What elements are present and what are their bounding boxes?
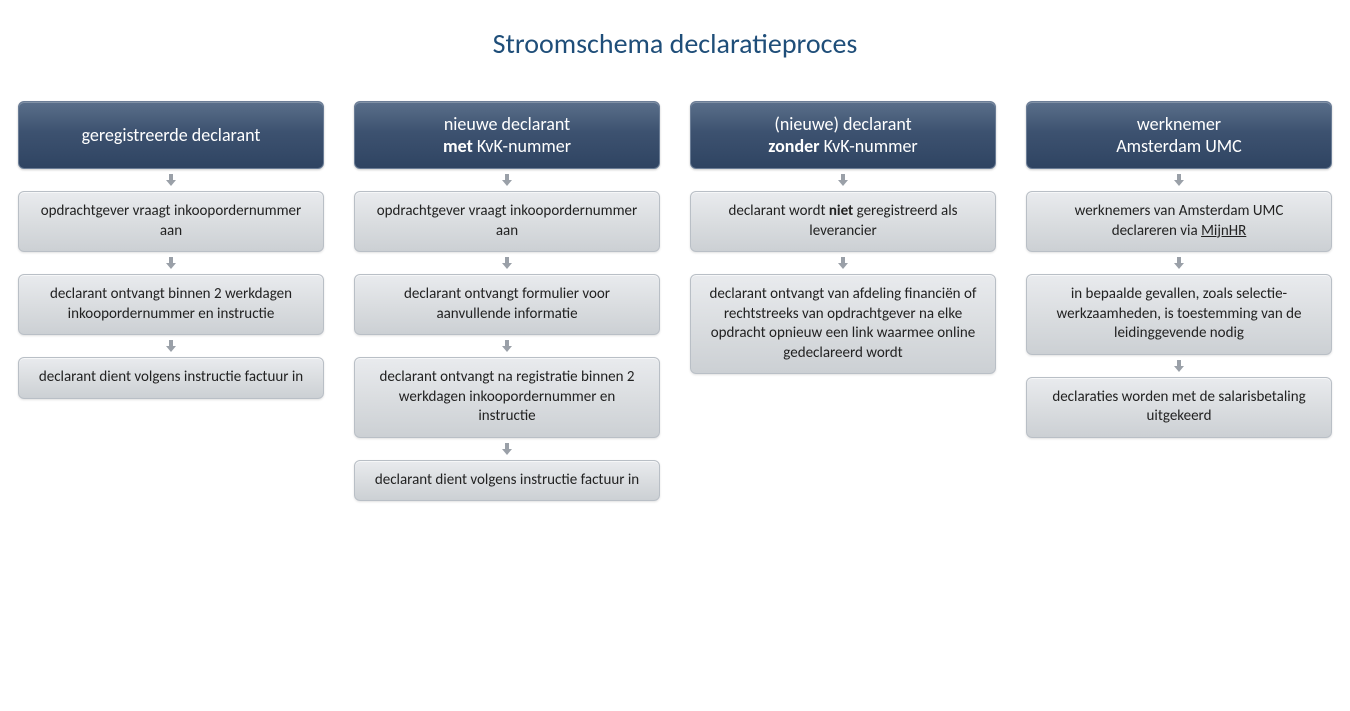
down-arrow-icon bbox=[500, 339, 514, 353]
flow-step: declarant wordt niet geregistreerd als l… bbox=[690, 191, 996, 252]
page-title: Stroomschema declaratieproces bbox=[0, 0, 1350, 101]
down-arrow-icon bbox=[1172, 173, 1186, 187]
flow-step: declarant ontvangt formulier voor aanvul… bbox=[354, 274, 660, 335]
flow-step: declarant ontvangt binnen 2 werkdagen in… bbox=[18, 274, 324, 335]
header-line1: (nieuwe) declarant bbox=[701, 113, 985, 136]
column-header: nieuwe declarantmet KvK-nummer bbox=[354, 101, 660, 169]
flow-step: werknemers van Amsterdam UMC declareren … bbox=[1026, 191, 1332, 252]
column-header: werknemerAmsterdam UMC bbox=[1026, 101, 1332, 169]
flow-step: declarant dient volgens instructie factu… bbox=[18, 357, 324, 399]
column-header: (nieuwe) declarantzonder KvK-nummer bbox=[690, 101, 996, 169]
down-arrow-icon bbox=[164, 339, 178, 353]
down-arrow-icon bbox=[500, 173, 514, 187]
down-arrow-icon bbox=[836, 256, 850, 270]
flowchart-columns: geregistreerde declarant opdrachtgever v… bbox=[0, 101, 1350, 501]
flow-column-3: werknemerAmsterdam UMC werknemers van Am… bbox=[1026, 101, 1332, 501]
flow-step: opdrachtgever vraagt inkoopordernummer a… bbox=[18, 191, 324, 252]
header-line2: zonder KvK-nummer bbox=[701, 135, 985, 158]
down-arrow-icon bbox=[500, 256, 514, 270]
down-arrow-icon bbox=[1172, 359, 1186, 373]
column-header: geregistreerde declarant bbox=[18, 101, 324, 169]
down-arrow-icon bbox=[1172, 256, 1186, 270]
flow-column-2: (nieuwe) declarantzonder KvK-nummer decl… bbox=[690, 101, 996, 501]
flow-step: declarant ontvangt na registratie binnen… bbox=[354, 357, 660, 438]
flow-step: in bepaalde gevallen, zoals selectie-wer… bbox=[1026, 274, 1332, 355]
header-line1: werknemer bbox=[1037, 113, 1321, 136]
down-arrow-icon bbox=[164, 173, 178, 187]
flow-column-1: nieuwe declarantmet KvK-nummer opdrachtg… bbox=[354, 101, 660, 501]
flow-column-0: geregistreerde declarant opdrachtgever v… bbox=[18, 101, 324, 501]
down-arrow-icon bbox=[164, 256, 178, 270]
flow-step: opdrachtgever vraagt inkoopordernummer a… bbox=[354, 191, 660, 252]
flow-step: declarant dient volgens instructie factu… bbox=[354, 460, 660, 502]
down-arrow-icon bbox=[500, 442, 514, 456]
header-line1: geregistreerde declarant bbox=[29, 124, 313, 147]
down-arrow-icon bbox=[836, 173, 850, 187]
header-line2: met KvK-nummer bbox=[365, 135, 649, 158]
flow-step: declaraties worden met de salarisbetalin… bbox=[1026, 377, 1332, 438]
header-line1: nieuwe declarant bbox=[365, 113, 649, 136]
header-line2: Amsterdam UMC bbox=[1037, 135, 1321, 158]
flow-step: declarant ontvangt van afdeling financië… bbox=[690, 274, 996, 374]
